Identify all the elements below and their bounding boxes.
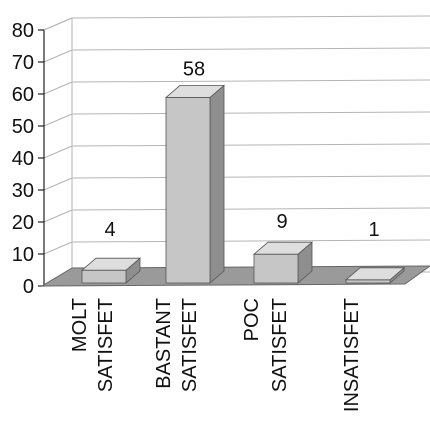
- category-label-2-0: POC: [241, 298, 263, 341]
- data-label-3: 1: [368, 219, 379, 241]
- category-label-2-1: SATISFET: [269, 298, 291, 392]
- y-tick-label-50: 50: [12, 116, 34, 138]
- bar-side-1: [209, 84, 225, 284]
- grid-lines: [43, 15, 430, 287]
- category-label-3-0: INSATISFET: [341, 298, 363, 412]
- bar-2: [252, 241, 314, 284]
- gridline-30: [71, 175, 430, 179]
- data-label-2: 9: [276, 211, 287, 233]
- bar-3: [344, 266, 406, 284]
- category-label-0-0: MOLT: [69, 298, 91, 352]
- gridline-left-40: [43, 145, 73, 159]
- gridline-left-30: [43, 177, 73, 191]
- gridline-80: [71, 15, 430, 19]
- gridline-left-50: [43, 113, 73, 127]
- y-tick-label-70: 70: [12, 52, 34, 74]
- bar-front-1: [165, 97, 211, 284]
- y-tick-label-20: 20: [12, 212, 34, 234]
- data-label-0: 4: [104, 219, 115, 241]
- data-labels: 4 58 9 1: [104, 58, 379, 241]
- y-tick-label-30: 30: [12, 180, 34, 202]
- gridline-20: [71, 207, 430, 211]
- y-axis-top-edge: [43, 17, 73, 31]
- y-tick-label-60: 60: [12, 84, 34, 106]
- gridline-left-70: [43, 49, 73, 63]
- y-tick-label-0: 0: [23, 276, 34, 298]
- bar-top-2: [252, 241, 314, 255]
- gridline-left-10: [43, 241, 73, 255]
- bar-top-3: [344, 267, 406, 281]
- category-label-1-0: BASTANT: [153, 298, 175, 389]
- y-tick-label-10: 10: [12, 244, 34, 266]
- y-tick-label-40: 40: [12, 148, 34, 170]
- gridline-60: [71, 79, 430, 83]
- gridline-10: [71, 239, 430, 243]
- bar-top-0: [80, 257, 142, 271]
- bar-front-3: [345, 279, 391, 284]
- bar-front-2: [253, 253, 299, 284]
- category-label-0-1: SATISFET: [95, 298, 117, 392]
- gridline-70: [71, 47, 430, 51]
- bar-0: [80, 257, 142, 284]
- y-axis: 0 10 20 30 40 50 60 70 80: [12, 17, 73, 298]
- bar-1: [164, 84, 226, 284]
- category-labels: MOLT SATISFET BASTANT SATISFET POC SATISFET IN…: [69, 298, 363, 412]
- gridline-left-20: [43, 209, 73, 223]
- bar-front-0: [81, 269, 127, 284]
- data-label-1: 58: [183, 58, 205, 80]
- bar-top-1: [164, 85, 226, 98]
- gridline-40: [71, 143, 430, 147]
- bars: [80, 84, 406, 284]
- category-label-1-1: SATISFET: [179, 298, 201, 392]
- y-tick-label-80: 80: [12, 20, 34, 42]
- gridline-left-60: [43, 81, 73, 95]
- gridline-50: [71, 111, 430, 115]
